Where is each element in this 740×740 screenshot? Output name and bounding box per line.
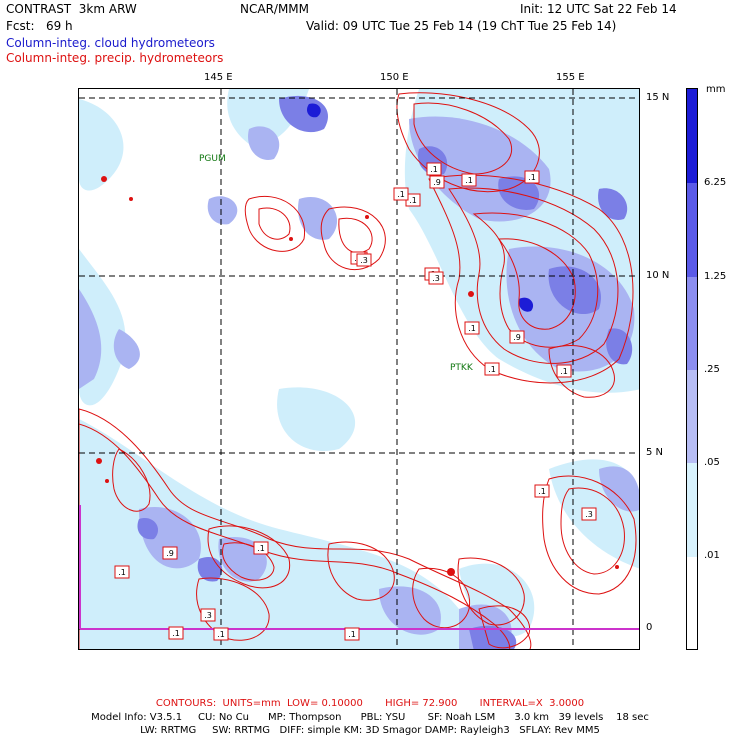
contour-label-box	[344, 627, 360, 641]
model-info-line-1: Model Info: V3.5.1 CU: No Cu MP: Thompso…	[91, 712, 649, 723]
map-canvas: PGUM PTKK .1 .1 .1 .3 .3 .9 .1 .1 .1 .3 .1 .3 .9 .1 .1…	[79, 89, 639, 649]
contour-labels: .1.1.1.3.3.9.1.1.1.3.1.3.9.1.1.1.3.1.1.9…	[114, 162, 597, 641]
contour-label: .9	[433, 178, 441, 187]
field-precip-label: Column-integ. precip. hydrometeors	[6, 51, 224, 65]
contour-label: .1	[409, 196, 417, 205]
init-time: Init: 12 UTC Sat 22 Feb 14	[520, 2, 677, 16]
contour-label: .3	[204, 611, 212, 620]
lon-tick-155: 155 E	[556, 72, 585, 83]
lat-tick-10n: 10 N	[646, 270, 670, 281]
model-info-line-2: LW: RRTMG SW: RRTMG DIFF: simple KM: 3D …	[140, 725, 600, 736]
colorbar	[686, 88, 698, 650]
station-ptkk: PTKK	[450, 363, 474, 373]
contour-label: .9	[513, 333, 521, 342]
contour-label-box	[168, 626, 184, 640]
contour-label: .9	[166, 549, 174, 558]
station-markers: PGUM PTKK	[199, 154, 474, 373]
colorbar-unit: mm	[706, 84, 726, 95]
colorbar-label-0-05: .05	[704, 457, 720, 468]
contour-label: .1	[348, 630, 356, 639]
precip-cells	[96, 176, 619, 576]
colorbar-label-1-25: 1.25	[704, 271, 727, 282]
contour-label: .1	[560, 367, 568, 376]
lat-tick-15n: 15 N	[646, 92, 670, 103]
colorbar-seg-4	[687, 370, 697, 463]
contour-label: .1	[430, 165, 438, 174]
model-title: CONTRAST 3km ARW	[6, 2, 137, 16]
contour-info: CONTOURS: UNITS=mm LOW= 0.10000 HIGH= 72…	[155, 698, 585, 709]
contour-label-box	[200, 608, 216, 622]
colorbar-label-0-25: .25	[704, 364, 720, 375]
contour-label: .3	[360, 256, 368, 265]
contour-label-box	[114, 565, 130, 579]
contour-label: .3	[585, 510, 593, 519]
contour-label-box	[484, 362, 500, 376]
contour-label-box	[524, 170, 540, 184]
org-label: NCAR/MMM	[240, 2, 310, 16]
colorbar-seg-5	[687, 463, 697, 557]
contour-label: .1	[118, 568, 126, 577]
contour-label: .1	[217, 630, 225, 639]
contour-label: .1	[488, 365, 496, 374]
contour-label: .1	[538, 487, 546, 496]
contour-label: .3	[432, 274, 440, 283]
contour-label-box	[556, 364, 572, 378]
contour-label-box	[428, 271, 444, 285]
contour-label-box	[426, 162, 442, 176]
contour-label: .1	[528, 173, 536, 182]
precip-contours	[79, 92, 637, 649]
contour-label: .1	[397, 190, 405, 199]
lon-tick-150: 150 E	[380, 72, 409, 83]
contour-label-box	[356, 253, 372, 267]
contour-label-box	[509, 330, 525, 344]
lat-tick-equator: 0	[646, 622, 653, 633]
contour-label: .1	[257, 544, 265, 553]
forecast-hour: Fcst: 69 h	[6, 19, 73, 33]
contour-label: .1	[468, 324, 476, 333]
contour-label-box	[162, 546, 178, 560]
colorbar-seg-3	[687, 277, 697, 370]
contour-label-box	[534, 484, 550, 498]
colorbar-seg-6	[687, 557, 697, 649]
contour-label-box	[253, 541, 269, 555]
contour-label-box	[429, 175, 445, 189]
contour-label-box	[393, 187, 409, 201]
valid-time: Valid: 09 UTC Tue 25 Feb 14 (19 ChT Tue …	[306, 19, 617, 33]
contour-label-box	[461, 173, 477, 187]
contour-label: .1	[465, 176, 473, 185]
station-pgum: PGUM	[199, 154, 226, 164]
cloud-field	[79, 89, 639, 649]
colorbar-seg-1	[687, 89, 697, 183]
contour-label-box	[581, 507, 597, 521]
forecast-map: PGUM PTKK .1 .1 .1 .3 .3 .9 .1 .1 .1 .3 .1 .3 .9 .1 .1…	[78, 88, 640, 650]
colorbar-label-6-25: 6.25	[704, 177, 727, 188]
lat-tick-5n: 5 N	[646, 447, 664, 458]
contour-label-box	[213, 627, 229, 641]
contour-label-box	[464, 321, 480, 335]
contour-label: .1	[172, 629, 180, 638]
field-cloud-label: Column-integ. cloud hydrometeors	[6, 36, 215, 50]
colorbar-label-0-01: .01	[704, 550, 720, 561]
lon-tick-145: 145 E	[204, 72, 233, 83]
colorbar-seg-2	[687, 183, 697, 277]
